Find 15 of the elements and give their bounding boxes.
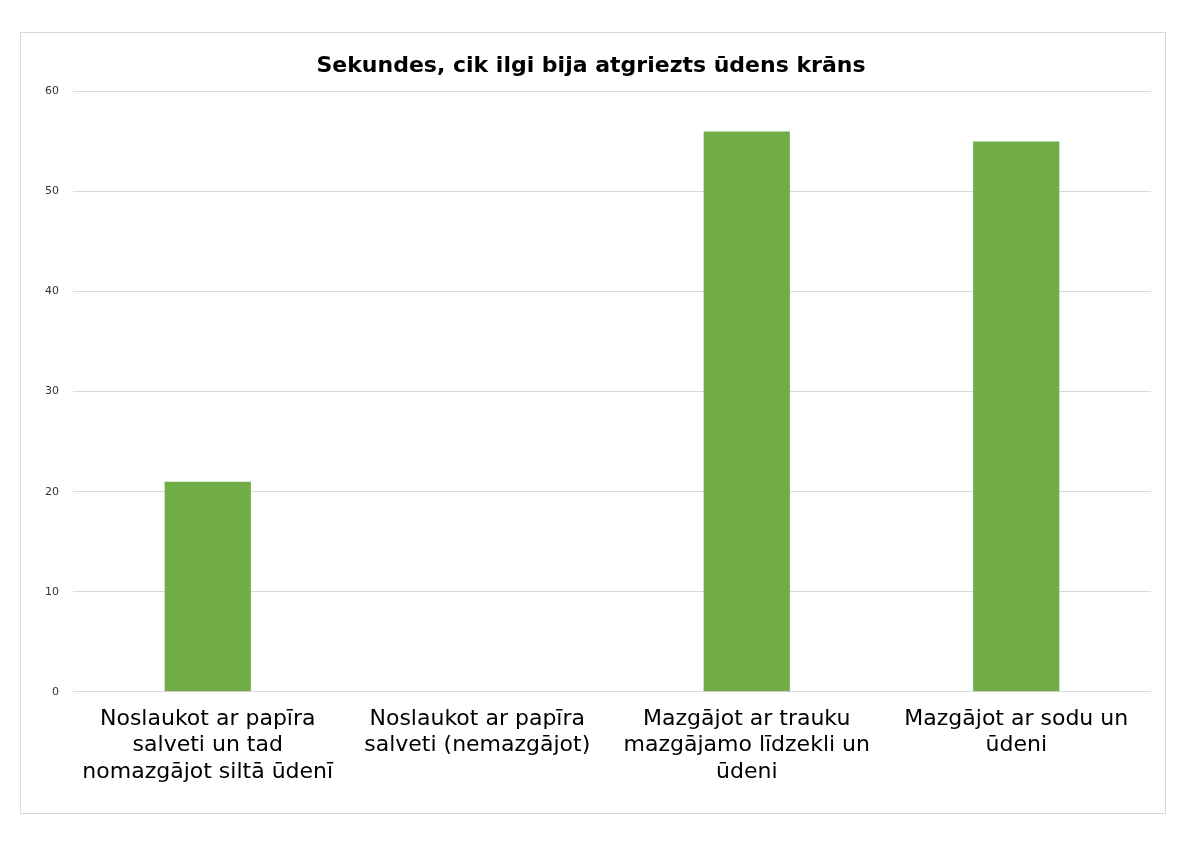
x-tick-label: Mazgājot ar trauku mazgājamo līdzekli un ūdeni [623,704,871,783]
x-tick-label: Mazgājot ar sodu un ūdeni [904,704,1129,757]
y-tick-label: 40 [45,284,59,298]
chart-title: Sekundes, cik ilgi bija atgriezts ūdens krāns [316,51,866,77]
y-tick-label: 30 [45,384,59,398]
y-tick-label: 50 [45,184,59,198]
y-tick-label: 20 [45,484,59,498]
y-tick-label: 10 [45,584,59,598]
bar [703,131,790,692]
bar [973,141,1060,692]
bar [164,481,251,692]
y-tick-label: 0 [52,684,59,698]
y-tick-label: 60 [45,84,59,98]
x-tick-label: Noslaukot ar papīra salveti (nemazgājot) [364,704,591,757]
x-tick-label: Noslaukot ar papīra salveti un tad nomazgājot siltā ūdenī [82,704,335,783]
